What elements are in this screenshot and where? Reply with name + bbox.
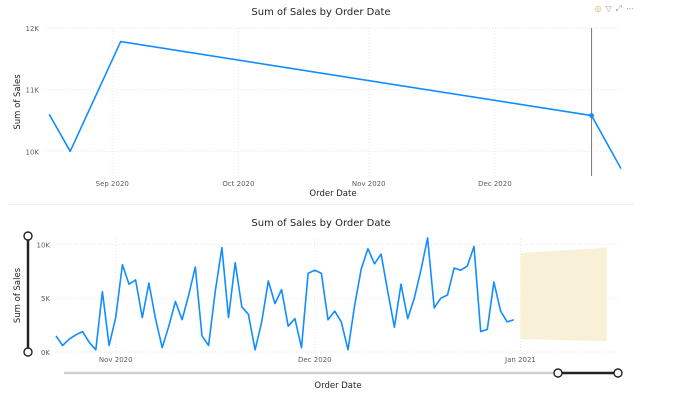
filter-icon[interactable]: ▽ [605,4,612,13]
series-line [48,40,622,169]
x-tick-label: Nov 2020 [99,356,133,364]
forecast-band [520,247,607,342]
hover-point [589,113,594,118]
focus-icon[interactable]: ◎ [594,4,602,13]
line-chart-visual-top[interactable]: Sum of Sales by Order Date ◎ ▽ ⤢ ⋯ 10K 11… [8,0,634,205]
line-chart-visual-bottom[interactable]: Sum of Sales by Order Date 0K 5K 10K Nov 20… [8,212,634,400]
x-axis-title: Order Date [314,381,361,391]
y-tick-label: 10K [26,148,40,156]
chart-plot-area: 10K 11K 12K Sep 2020 Oct 2020 Nov 2020 Dec 202… [13,25,622,199]
y-tick-label: 0K [41,349,50,357]
visual-header: ◎ ▽ ⤢ ⋯ [594,4,634,14]
x-tick-label: Dec 2020 [478,180,512,188]
x-tick-label: Jan 2021 [504,356,536,364]
x-tick-label: Sep 2020 [96,180,129,188]
more-options-icon[interactable]: ⋯ [626,4,634,13]
x-tick-label: Oct 2020 [222,180,254,188]
y-tick-label: 12K [26,25,40,33]
chart-title: Sum of Sales by Order Date [251,218,391,229]
y-range-handle-top[interactable] [23,231,33,241]
y-axis-title: Sum of Sales [13,74,23,130]
y-axis-title: Sum of Sales [13,267,23,323]
series-line [55,237,515,351]
x-axis-title: Order Date [309,189,356,199]
x-tick-label: Nov 2020 [352,180,386,188]
y-tick-label: 10K [37,241,51,249]
x-range-handle-start[interactable] [553,368,563,378]
chart-title: Sum of Sales by Order Date [251,7,391,18]
x-range-handle-end[interactable] [613,368,623,378]
expand-icon[interactable]: ⤢ [615,4,622,13]
y-range-handle-bottom[interactable] [23,347,33,357]
y-tick-label: 11K [26,87,40,95]
x-tick-label: Dec 2020 [298,356,332,364]
y-tick-label: 5K [41,295,50,303]
chart-plot-area: 0K 5K 10K Nov 2020 Dec 2020 Jan 2021 Order Dat… [13,231,623,391]
